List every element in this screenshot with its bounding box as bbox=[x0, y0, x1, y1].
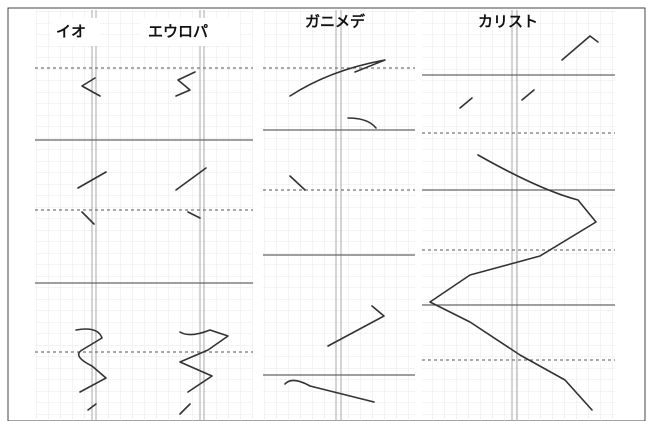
label: ガニメデ bbox=[305, 13, 366, 31]
panel-callisto: カリスト bbox=[422, 10, 615, 421]
label: カリスト bbox=[478, 13, 538, 31]
label: イオ bbox=[56, 23, 86, 41]
scan: イオ エウロパ ガニメデ カリスト bbox=[0, 0, 653, 421]
panel-ganymede: ガニメデ bbox=[263, 10, 415, 421]
label: エウロパ bbox=[148, 23, 208, 41]
panel-io-europa: イオ エウロパ bbox=[35, 10, 253, 421]
